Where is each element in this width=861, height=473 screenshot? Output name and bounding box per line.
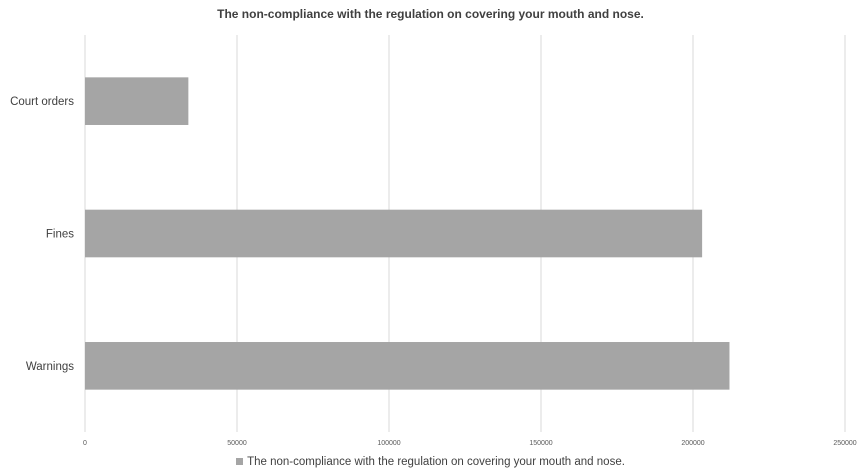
y-category-label: Fines	[46, 229, 74, 241]
x-tick-label: 200000	[681, 440, 704, 447]
y-category-label: Court orders	[10, 96, 74, 108]
bar	[85, 342, 730, 390]
x-tick-label: 50000	[227, 440, 247, 447]
x-tick-label: 150000	[529, 440, 552, 447]
x-tick-label: 100000	[377, 440, 400, 447]
bar	[85, 77, 189, 125]
legend-label: The non-compliance with the regulation o…	[247, 456, 625, 468]
x-tick-label: 0	[83, 440, 87, 447]
bar	[85, 209, 703, 258]
x-tick-label: 250000	[833, 440, 856, 447]
y-category-label: Warnings	[26, 361, 74, 373]
legend: The non-compliance with the regulation o…	[0, 456, 861, 468]
chart-title: The non-compliance with the regulation o…	[217, 7, 644, 21]
legend-swatch	[236, 458, 244, 465]
